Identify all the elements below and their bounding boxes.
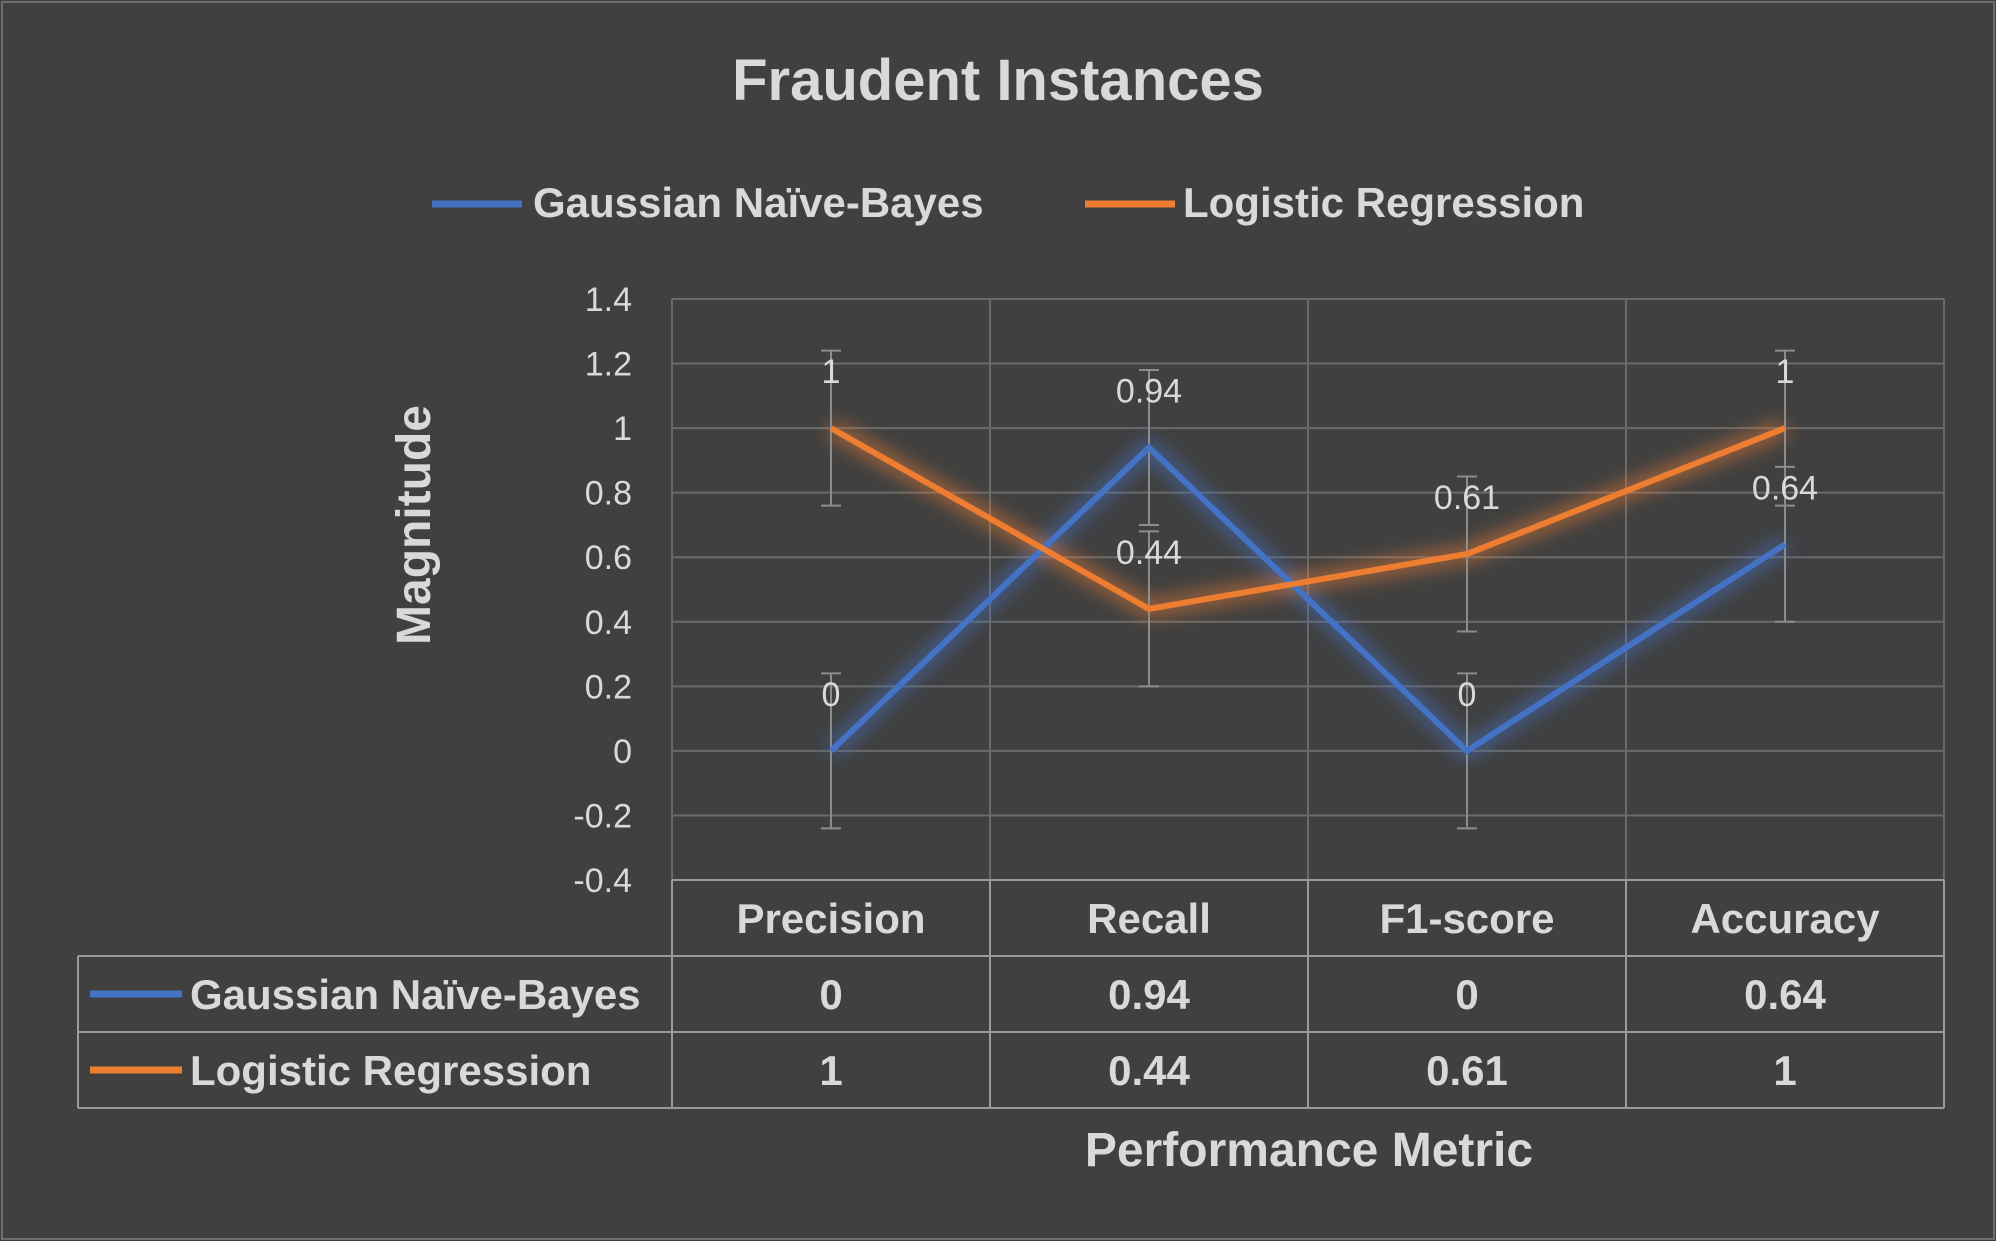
data-label: 1: [1776, 353, 1795, 391]
table-cell: 0: [819, 971, 842, 1018]
data-label: 0.64: [1752, 469, 1818, 507]
data-table: Precision Recall F1-score Accuracy Gaussian …: [77, 879, 1945, 1109]
table-row-label: Gaussian Naïve-Bayes: [190, 971, 641, 1018]
table-cell: 0.44: [1108, 1047, 1190, 1094]
series-line: [828, 443, 1787, 755]
table-header-cell: F1-score: [1379, 895, 1554, 942]
y-tick-label: 1: [613, 410, 632, 448]
y-tick-label: -0.2: [573, 797, 632, 835]
data-label: 0: [1458, 676, 1477, 714]
y-tick-labels: 1.4 1.2 1 0.8 0.6 0.4 0.2 0 -0.2 -0.4: [573, 281, 632, 900]
x-axis-label: Performance Metric: [1085, 1124, 1533, 1177]
series-line: [829, 425, 1787, 613]
y-tick-label: -0.4: [573, 862, 632, 900]
data-label: 1: [822, 353, 841, 391]
y-axis-label: Magnitude: [388, 405, 441, 645]
y-tick-label: 0.2: [585, 668, 632, 706]
y-tick-label: 0: [613, 733, 632, 771]
legend: Gaussian Naïve-Bayes Logistic Regression: [432, 179, 1584, 226]
data-label: 0.61: [1434, 479, 1500, 517]
table-cell: 1: [819, 1047, 842, 1094]
data-label: 0.44: [1116, 534, 1182, 572]
table-header-cell: Recall: [1087, 895, 1211, 942]
chart-title: Fraudent Instances: [732, 48, 1264, 113]
y-tick-label: 0.6: [585, 539, 632, 577]
table-cell: 0: [1455, 971, 1478, 1018]
table-cell: 0.61: [1426, 1047, 1508, 1094]
y-tick-label: 0.4: [585, 604, 632, 642]
table-cell: 0.64: [1744, 971, 1826, 1018]
y-tick-label: 1.2: [585, 346, 632, 384]
table-header-cell: Accuracy: [1690, 895, 1880, 942]
table-cell: 1: [1773, 1047, 1796, 1094]
table-header-cell: Precision: [736, 895, 925, 942]
table-cell: 0.94: [1108, 971, 1190, 1018]
legend-label: Logistic Regression: [1183, 179, 1584, 226]
y-tick-label: 0.8: [585, 475, 632, 513]
y-tick-label: 1.4: [585, 281, 632, 319]
legend-label: Gaussian Naïve-Bayes: [533, 179, 984, 226]
data-label: 0: [822, 676, 841, 714]
table-row-label: Logistic Regression: [190, 1047, 591, 1094]
series-lines: [828, 425, 1787, 755]
data-label: 0.94: [1116, 372, 1182, 410]
data-labels: 0 0.94 0 0.64 1 0.44 0.61 1: [822, 353, 1819, 714]
